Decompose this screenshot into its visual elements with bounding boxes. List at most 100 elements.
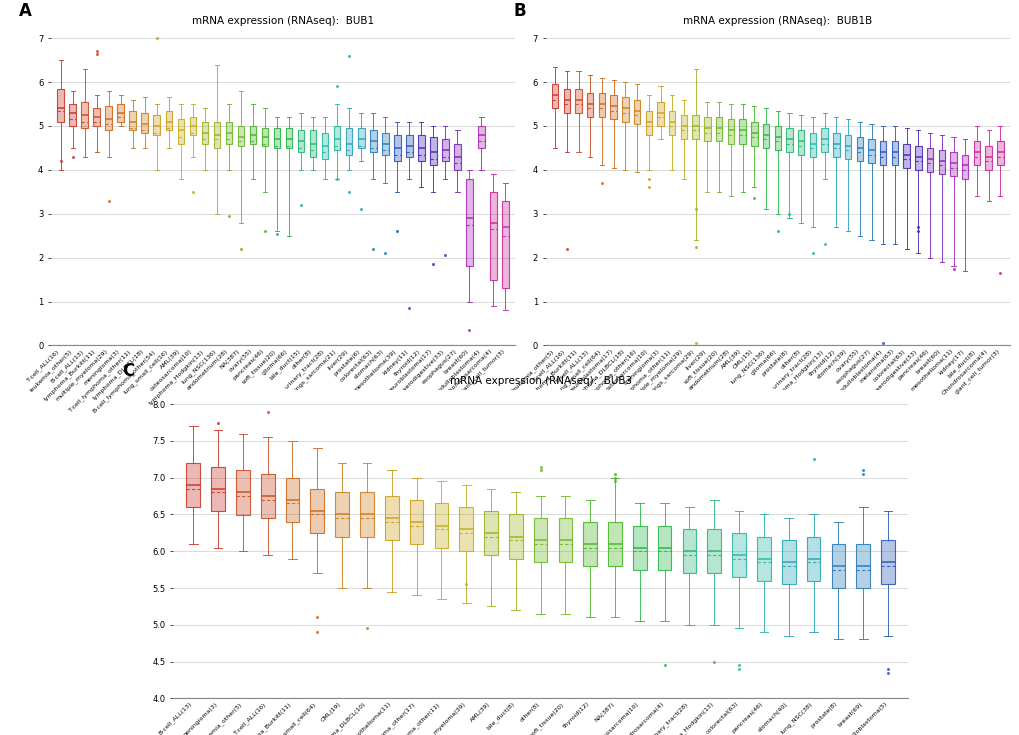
Bar bbox=[598, 93, 604, 117]
Bar bbox=[285, 478, 299, 522]
Bar bbox=[225, 121, 232, 143]
Bar bbox=[410, 500, 423, 544]
Bar bbox=[298, 130, 304, 152]
Text: C: C bbox=[122, 362, 135, 380]
Bar bbox=[285, 128, 292, 148]
Bar bbox=[937, 150, 945, 174]
Bar bbox=[656, 102, 663, 126]
Bar bbox=[739, 119, 745, 143]
Bar bbox=[715, 117, 721, 141]
Bar bbox=[609, 96, 616, 119]
Bar bbox=[756, 537, 770, 581]
Bar bbox=[786, 128, 792, 152]
Bar bbox=[57, 89, 64, 121]
Bar bbox=[358, 128, 364, 148]
Bar bbox=[310, 489, 324, 533]
Title: mRNA expression (RNAseq):  BUB1: mRNA expression (RNAseq): BUB1 bbox=[192, 16, 374, 26]
Bar bbox=[682, 529, 696, 573]
Bar bbox=[645, 110, 651, 135]
Bar bbox=[393, 135, 400, 161]
Bar bbox=[830, 544, 845, 588]
Bar bbox=[153, 115, 160, 135]
Bar bbox=[762, 123, 768, 148]
Bar bbox=[564, 89, 570, 112]
Bar bbox=[657, 526, 671, 570]
Bar bbox=[508, 514, 522, 559]
Bar bbox=[441, 139, 448, 161]
Bar bbox=[950, 152, 956, 176]
Bar bbox=[94, 108, 100, 126]
Bar bbox=[235, 470, 250, 514]
Bar bbox=[142, 112, 148, 132]
Bar bbox=[69, 104, 75, 126]
Bar bbox=[583, 522, 596, 566]
Bar bbox=[478, 126, 484, 148]
Bar bbox=[668, 110, 675, 135]
Bar bbox=[322, 132, 328, 159]
Bar bbox=[622, 98, 628, 121]
Bar bbox=[856, 544, 869, 588]
Bar bbox=[186, 463, 200, 507]
Bar bbox=[997, 141, 1003, 165]
Bar bbox=[880, 540, 894, 584]
Bar bbox=[370, 130, 376, 152]
Bar bbox=[117, 104, 124, 121]
Bar bbox=[333, 126, 340, 150]
Bar bbox=[551, 85, 557, 108]
Bar bbox=[501, 201, 508, 288]
Bar bbox=[558, 518, 572, 562]
Bar bbox=[806, 537, 819, 581]
Bar bbox=[707, 529, 720, 573]
Bar bbox=[335, 492, 348, 537]
Bar bbox=[820, 128, 827, 152]
Bar bbox=[213, 121, 220, 148]
Bar bbox=[345, 128, 353, 154]
Bar bbox=[633, 100, 640, 123]
Bar bbox=[692, 115, 698, 139]
Bar bbox=[459, 507, 473, 551]
Bar bbox=[633, 526, 646, 570]
Bar bbox=[973, 141, 979, 165]
Bar bbox=[105, 107, 112, 130]
Bar bbox=[262, 128, 268, 146]
Bar bbox=[732, 533, 745, 577]
Bar bbox=[727, 119, 734, 143]
Bar bbox=[273, 128, 280, 148]
Title: mRNA expression (RNAseq):  BUB3: mRNA expression (RNAseq): BUB3 bbox=[449, 376, 631, 386]
Bar bbox=[607, 522, 622, 566]
Bar bbox=[533, 518, 547, 562]
Bar bbox=[190, 117, 196, 135]
Bar bbox=[773, 126, 781, 150]
Bar bbox=[453, 143, 461, 170]
Bar bbox=[680, 115, 687, 139]
Bar bbox=[406, 135, 413, 157]
Title: mRNA expression (RNAseq):  BUB1B: mRNA expression (RNAseq): BUB1B bbox=[683, 16, 871, 26]
Bar bbox=[129, 110, 136, 130]
Bar bbox=[844, 135, 851, 159]
Bar bbox=[575, 89, 581, 112]
Bar bbox=[250, 126, 256, 143]
Bar bbox=[261, 474, 274, 518]
Bar bbox=[867, 139, 874, 163]
Bar bbox=[833, 132, 839, 157]
Bar bbox=[856, 137, 862, 161]
Bar bbox=[926, 148, 932, 172]
Bar bbox=[82, 102, 88, 128]
Bar bbox=[177, 119, 184, 143]
Bar bbox=[914, 146, 921, 170]
Bar bbox=[587, 93, 593, 117]
Bar bbox=[434, 503, 447, 548]
Bar bbox=[484, 511, 497, 555]
Bar bbox=[165, 110, 172, 130]
Bar bbox=[237, 126, 244, 146]
Bar bbox=[961, 154, 967, 179]
Bar bbox=[891, 141, 898, 165]
Bar bbox=[381, 132, 388, 154]
Bar bbox=[490, 192, 496, 279]
Bar bbox=[879, 141, 886, 165]
Bar bbox=[418, 135, 424, 161]
Bar bbox=[202, 121, 208, 143]
Bar bbox=[782, 540, 795, 584]
Bar bbox=[430, 137, 436, 165]
Bar bbox=[211, 467, 224, 511]
